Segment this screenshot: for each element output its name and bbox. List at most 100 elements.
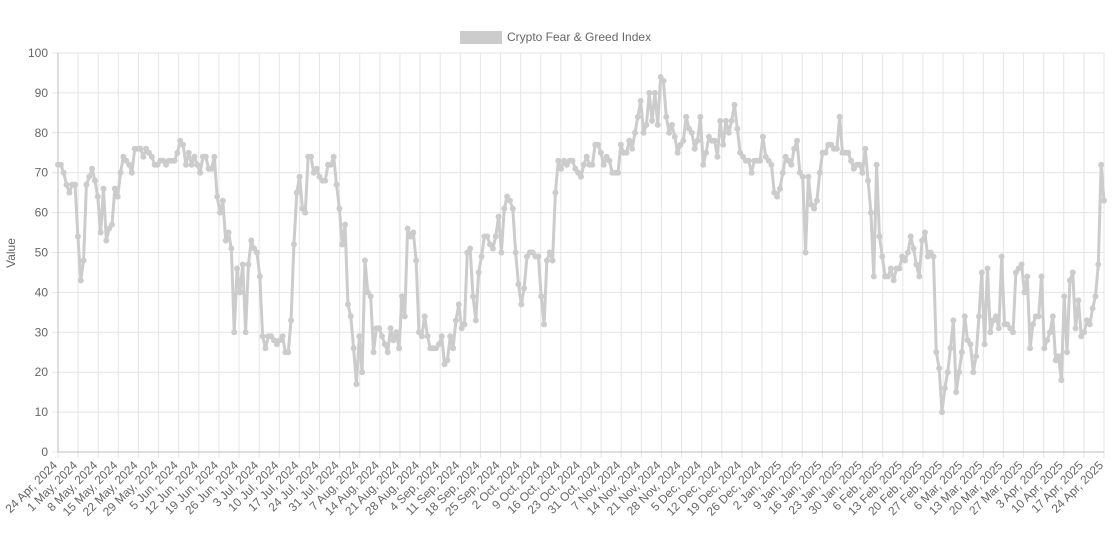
- data-point: [941, 385, 948, 392]
- data-point: [472, 317, 479, 324]
- data-point: [336, 205, 343, 212]
- data-point: [231, 329, 238, 336]
- y-axis-title: Value: [4, 238, 18, 268]
- data-point: [714, 153, 721, 160]
- data-point: [558, 165, 565, 172]
- data-point: [967, 341, 974, 348]
- data-point: [697, 113, 704, 120]
- data-point: [779, 169, 786, 176]
- data-point: [171, 157, 178, 164]
- data-point: [307, 153, 314, 160]
- data-point: [322, 177, 329, 184]
- data-point: [663, 113, 670, 120]
- data-point: [74, 233, 81, 240]
- data-point: [700, 161, 707, 168]
- data-point: [259, 333, 266, 340]
- data-point: [731, 101, 738, 108]
- data-point: [549, 257, 556, 264]
- data-point: [711, 137, 718, 144]
- data-point: [347, 313, 354, 320]
- data-point: [1010, 329, 1017, 336]
- data-point: [975, 313, 982, 320]
- data-point: [279, 333, 286, 340]
- data-point: [1021, 289, 1028, 296]
- data-point: [671, 133, 678, 140]
- data-point: [89, 165, 96, 172]
- legend-swatch[interactable]: [460, 31, 502, 44]
- data-point: [180, 141, 187, 148]
- data-point: [401, 313, 408, 320]
- y-tick-label: 50: [35, 246, 49, 260]
- data-point: [816, 169, 823, 176]
- data-point: [327, 161, 334, 168]
- legend-label[interactable]: Crypto Fear & Greed Index: [507, 30, 651, 44]
- data-point: [225, 229, 232, 236]
- data-point: [535, 253, 542, 260]
- data-point: [981, 341, 988, 348]
- data-point: [632, 129, 639, 136]
- data-point: [916, 273, 923, 280]
- data-point: [995, 325, 1002, 332]
- data-point: [725, 129, 732, 136]
- data-point: [947, 345, 954, 352]
- data-point: [66, 189, 73, 196]
- data-point: [208, 165, 215, 172]
- data-point: [242, 329, 249, 336]
- data-point: [848, 157, 855, 164]
- data-point: [1095, 261, 1102, 268]
- data-point: [896, 265, 903, 272]
- data-point: [865, 177, 872, 184]
- data-point: [595, 141, 602, 148]
- data-point: [1101, 197, 1107, 204]
- data-point: [936, 365, 943, 372]
- data-point: [359, 369, 366, 376]
- data-point: [1061, 293, 1068, 300]
- data-point: [543, 257, 550, 264]
- data-point: [1055, 353, 1062, 360]
- data-point: [1081, 329, 1088, 336]
- data-point: [421, 313, 428, 320]
- data-point: [498, 249, 505, 256]
- data-point: [387, 325, 394, 332]
- data-point: [455, 301, 462, 308]
- data-point: [1064, 349, 1071, 356]
- data-point: [342, 221, 349, 228]
- data-point: [958, 349, 965, 356]
- data-point: [822, 149, 829, 156]
- data-point: [768, 161, 775, 168]
- data-point: [973, 353, 980, 360]
- data-point: [859, 169, 866, 176]
- data-point: [469, 293, 476, 300]
- data-point: [413, 257, 420, 264]
- data-point: [91, 177, 98, 184]
- data-point: [600, 161, 607, 168]
- data-point: [1038, 273, 1045, 280]
- data-point: [475, 269, 482, 276]
- data-point: [1066, 277, 1073, 284]
- data-point: [757, 157, 764, 164]
- legend[interactable]: Crypto Fear & Greed Index: [460, 30, 651, 44]
- data-point: [330, 153, 337, 160]
- data-point: [933, 349, 940, 356]
- data-point: [350, 345, 357, 352]
- data-point: [956, 369, 963, 376]
- data-point: [919, 237, 926, 244]
- y-tick-label: 80: [35, 126, 49, 140]
- data-point: [623, 149, 630, 156]
- data-point: [197, 169, 204, 176]
- data-point: [541, 321, 548, 328]
- data-point: [492, 233, 499, 240]
- data-point: [381, 341, 388, 348]
- data-point: [140, 153, 147, 160]
- data-point: [879, 253, 886, 260]
- data-point: [578, 173, 584, 180]
- data-point: [214, 193, 221, 200]
- data-point: [185, 149, 192, 156]
- data-point: [992, 313, 999, 320]
- data-point: [63, 181, 70, 188]
- data-point: [1027, 345, 1034, 352]
- data-point: [640, 129, 647, 136]
- y-tick-label: 0: [41, 445, 48, 459]
